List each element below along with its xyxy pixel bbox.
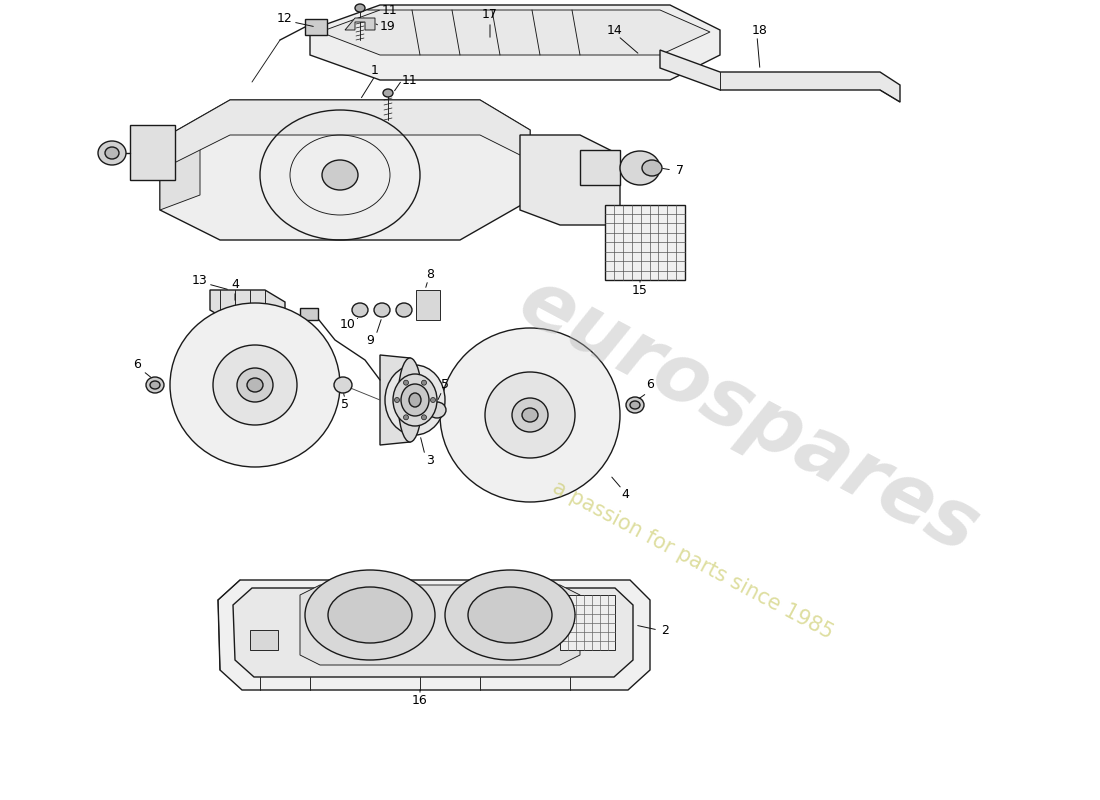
- Ellipse shape: [620, 151, 660, 185]
- Ellipse shape: [395, 398, 399, 402]
- Polygon shape: [160, 100, 530, 170]
- Ellipse shape: [446, 570, 575, 660]
- Ellipse shape: [150, 381, 160, 389]
- Text: 18: 18: [752, 23, 768, 37]
- Text: 9: 9: [366, 334, 374, 346]
- Text: 4: 4: [231, 278, 239, 291]
- Text: 8: 8: [426, 269, 434, 282]
- Text: 6: 6: [646, 378, 653, 391]
- Polygon shape: [300, 585, 580, 665]
- Ellipse shape: [213, 345, 297, 425]
- Ellipse shape: [421, 415, 427, 420]
- Text: 14: 14: [607, 23, 623, 37]
- Ellipse shape: [421, 380, 427, 385]
- Ellipse shape: [104, 147, 119, 159]
- Text: 10: 10: [340, 318, 356, 331]
- Ellipse shape: [305, 570, 434, 660]
- Text: 17: 17: [482, 9, 498, 22]
- Ellipse shape: [485, 372, 575, 458]
- Ellipse shape: [404, 380, 408, 385]
- Ellipse shape: [236, 368, 273, 402]
- Ellipse shape: [383, 89, 393, 97]
- Polygon shape: [345, 18, 375, 30]
- Bar: [605, 205, 685, 280]
- Ellipse shape: [248, 378, 263, 392]
- Ellipse shape: [393, 374, 437, 426]
- Polygon shape: [320, 10, 710, 55]
- Text: a passion for parts since 1985: a passion for parts since 1985: [549, 478, 837, 642]
- Polygon shape: [160, 120, 200, 210]
- Text: 3: 3: [426, 454, 433, 466]
- Text: 2: 2: [661, 623, 669, 637]
- Bar: [580, 150, 620, 185]
- Ellipse shape: [428, 402, 446, 418]
- Text: 13: 13: [192, 274, 208, 286]
- Text: 15: 15: [632, 283, 648, 297]
- Ellipse shape: [355, 4, 365, 12]
- Bar: [250, 630, 278, 650]
- Ellipse shape: [328, 587, 412, 643]
- Polygon shape: [379, 355, 410, 445]
- Polygon shape: [416, 290, 440, 320]
- Bar: [560, 595, 615, 650]
- Ellipse shape: [642, 160, 662, 176]
- Text: 5: 5: [341, 398, 349, 411]
- Ellipse shape: [404, 415, 408, 420]
- Bar: [305, 19, 327, 35]
- Bar: [130, 125, 175, 180]
- Polygon shape: [218, 580, 650, 690]
- Ellipse shape: [322, 160, 358, 190]
- Ellipse shape: [409, 393, 421, 407]
- Text: 4: 4: [621, 489, 629, 502]
- Text: 19: 19: [381, 19, 396, 33]
- Ellipse shape: [146, 377, 164, 393]
- Ellipse shape: [98, 141, 126, 165]
- Polygon shape: [233, 588, 632, 677]
- Ellipse shape: [334, 377, 352, 393]
- Ellipse shape: [512, 398, 548, 432]
- Bar: [300, 308, 318, 320]
- Ellipse shape: [374, 303, 390, 317]
- Text: 11: 11: [382, 3, 398, 17]
- Ellipse shape: [468, 587, 552, 643]
- Text: 11: 11: [403, 74, 418, 86]
- Polygon shape: [520, 135, 620, 225]
- Ellipse shape: [398, 358, 422, 442]
- Ellipse shape: [630, 401, 640, 409]
- Text: eurospares: eurospares: [505, 262, 991, 570]
- Ellipse shape: [626, 397, 644, 413]
- Ellipse shape: [440, 328, 620, 502]
- Ellipse shape: [522, 408, 538, 422]
- Text: 7: 7: [676, 163, 684, 177]
- Ellipse shape: [352, 303, 368, 317]
- Polygon shape: [310, 5, 720, 80]
- Text: 12: 12: [277, 11, 293, 25]
- Ellipse shape: [385, 365, 446, 435]
- Ellipse shape: [430, 398, 436, 402]
- Polygon shape: [660, 50, 900, 102]
- Text: 5: 5: [441, 378, 449, 391]
- Text: 16: 16: [412, 694, 428, 706]
- Polygon shape: [160, 100, 530, 240]
- Text: 1: 1: [371, 63, 378, 77]
- Ellipse shape: [396, 303, 412, 317]
- Ellipse shape: [170, 303, 340, 467]
- Polygon shape: [210, 290, 285, 322]
- Ellipse shape: [402, 384, 429, 416]
- Text: 6: 6: [133, 358, 141, 371]
